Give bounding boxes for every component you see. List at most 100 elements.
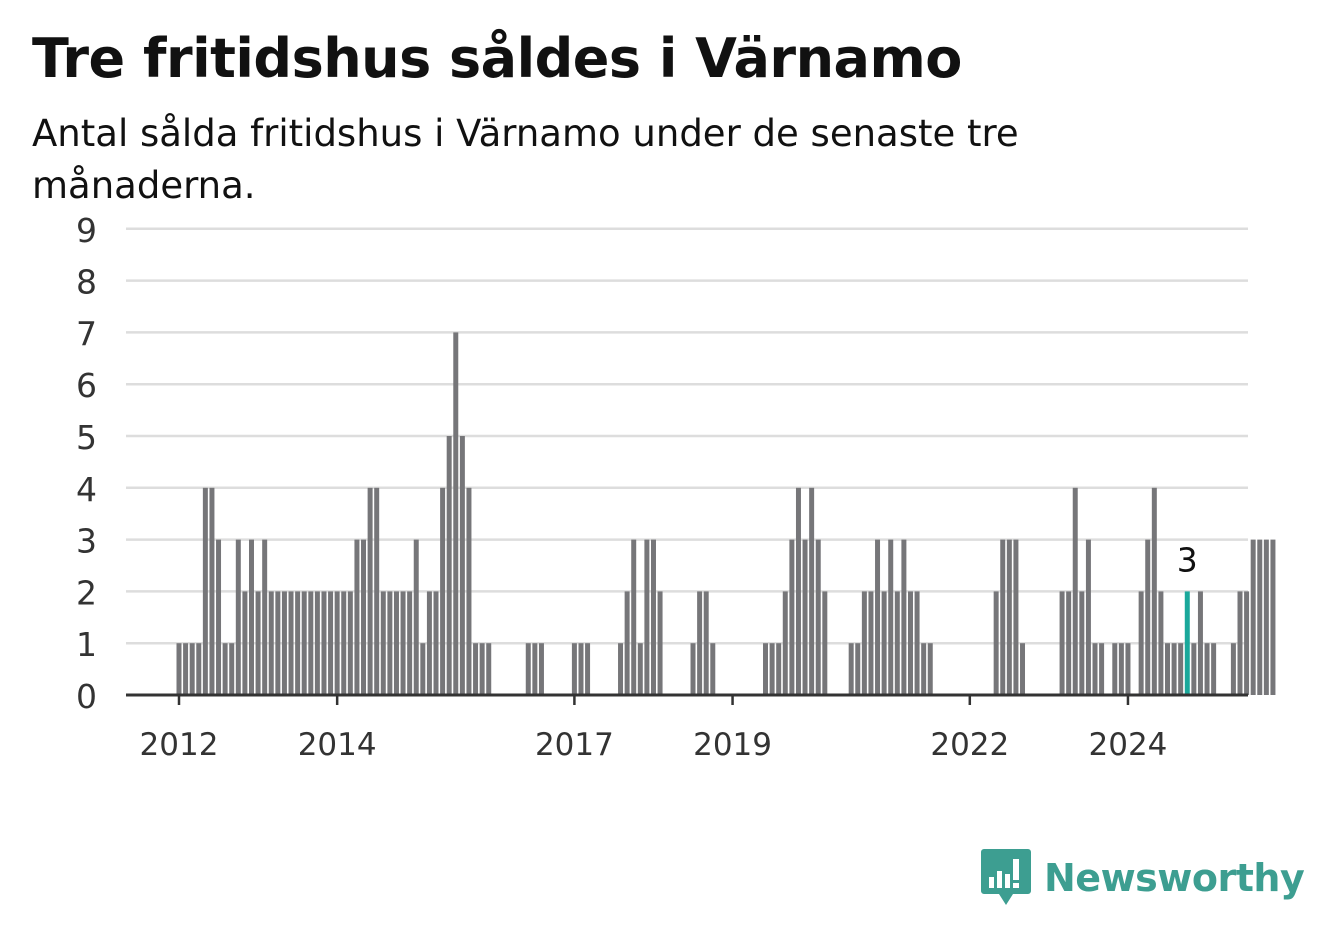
bar [1006,539,1012,695]
bar [479,643,485,695]
bar [183,643,189,695]
bar [1072,487,1078,695]
bar [1230,643,1236,695]
bar [1171,643,1177,695]
bar [281,591,287,695]
bar [769,643,775,695]
bar [703,591,709,695]
bar [1184,591,1190,695]
bar [822,591,828,695]
bar [763,643,768,695]
bar [710,643,716,695]
bar [789,539,795,695]
bar [1020,643,1026,695]
bar [393,591,399,695]
bar [1079,591,1085,695]
y-tick-label: 7 [76,314,97,353]
bar [1151,487,1157,695]
bar [1204,643,1210,695]
bar [1270,539,1276,695]
bar [380,591,386,695]
bar [1145,539,1151,695]
bar [196,643,202,695]
bar [426,591,432,695]
bar [400,591,406,695]
bar [453,332,459,695]
x-tick-label: 2017 [535,727,614,763]
bar [229,643,235,695]
chart-title: Tre fritidshus såldes i Värnamo [32,27,962,90]
bar [1138,591,1144,695]
bar [216,539,222,695]
bar [1178,643,1184,695]
highlight-value-label: 3 [1177,540,1198,579]
bar [354,539,360,695]
x-tick-label: 2019 [693,727,772,763]
bar [295,591,301,695]
bar [466,487,472,695]
bar [1165,643,1170,695]
bar [262,539,268,695]
x-tick-label: 2024 [1089,727,1168,763]
bar [202,487,208,695]
bar [1263,539,1269,695]
bar [222,643,228,695]
bar [795,487,801,695]
bar [578,643,584,695]
bar [1257,539,1263,695]
bar [855,643,861,695]
bar [631,539,637,695]
bar [1099,643,1105,695]
bar [1000,539,1006,695]
x-axis-tick-labels: 2012 2014 2017 2019 2022 2024 [140,727,1168,763]
bar [440,487,446,695]
bar [657,591,663,695]
bar [690,643,696,695]
newsworthy-logo-icon [981,849,1031,905]
bar [433,591,439,695]
bar [1197,591,1203,695]
bar [1237,591,1243,695]
bar [1112,643,1118,695]
bar [446,436,452,695]
bar [176,643,182,695]
annotations: 3 [1177,540,1198,579]
bar [367,487,373,695]
bar [585,643,591,695]
bar [1066,591,1072,695]
bar [861,591,867,695]
bar [374,487,380,695]
bar [242,591,248,695]
bar [347,591,353,695]
bar [1191,643,1197,695]
bar [571,643,577,695]
bar [235,539,241,695]
y-tick-label: 9 [76,211,97,250]
bar [914,591,920,695]
bar [802,539,808,695]
bar [328,591,334,695]
bar [308,591,314,695]
bar [927,643,933,695]
y-tick-label: 4 [76,470,97,509]
bar [420,643,426,695]
bar [459,436,465,695]
bar [644,539,650,695]
bar-chart: 0 1 2 3 4 5 6 7 8 9 2012 2014 2017 2019 2022 2024 3 [76,211,1276,763]
bar [1092,643,1098,695]
y-tick-label: 6 [76,366,97,405]
bar [1085,539,1091,695]
bar [334,591,340,695]
bar [486,643,492,695]
bar [407,591,413,695]
bar [1211,643,1217,695]
bar [341,591,347,695]
bar [255,591,261,695]
y-tick-label: 3 [76,522,97,561]
bar [809,487,815,695]
y-axis-tick-labels: 0 1 2 3 4 5 6 7 8 9 [76,211,97,716]
y-tick-label: 8 [76,263,97,302]
bar [921,643,927,695]
y-tick-label: 2 [76,573,97,612]
bar [275,591,281,695]
